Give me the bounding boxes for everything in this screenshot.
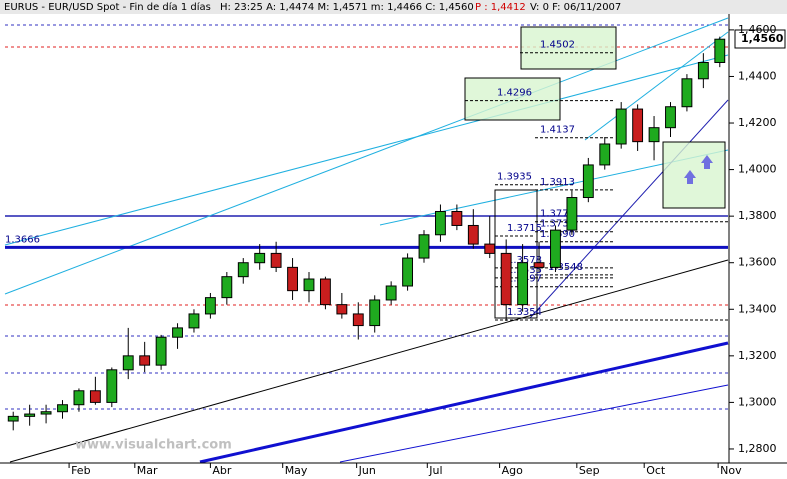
candle-body xyxy=(467,224,479,245)
candle-body xyxy=(582,164,594,199)
y-tick-label: 1,3400 xyxy=(738,302,777,315)
header-fields: H: 23:25 A: 1,4474 M: 1,4571 m: 1,4466 C… xyxy=(220,2,474,13)
y-tick-label: 1,3800 xyxy=(738,209,777,222)
annotation-label: 1.3715 xyxy=(507,223,542,234)
annotation-label: 1.3548 xyxy=(548,262,583,273)
x-tick-label: Mar xyxy=(137,464,158,477)
trend-line xyxy=(529,99,729,319)
candle-body xyxy=(24,413,36,417)
last-price-box xyxy=(734,29,786,49)
header-symbol: EURUS - EUR/USD Spot - Fin de día 1 días xyxy=(4,1,211,13)
annotation-label: 1.4296 xyxy=(497,88,532,99)
candle-body xyxy=(550,229,561,268)
candle-body xyxy=(89,390,101,403)
x-tick-label: Jun xyxy=(358,464,376,477)
x-tick-label: Jul xyxy=(428,464,442,477)
annotation-label: 1.3578 xyxy=(507,255,542,266)
candle-body xyxy=(172,327,183,338)
candle-body xyxy=(517,262,529,306)
trend-line xyxy=(4,54,729,246)
candle-body xyxy=(533,262,545,268)
candle-body xyxy=(139,355,151,366)
candle-body xyxy=(435,210,446,236)
annotation-label: 1.3733 xyxy=(540,219,575,230)
candle-body xyxy=(188,313,200,329)
candle-body xyxy=(221,276,233,299)
annotation-label: 1.3935 xyxy=(497,172,532,183)
zone-box xyxy=(464,77,561,121)
candle-body xyxy=(319,278,331,306)
x-tick-label: May xyxy=(285,464,308,477)
candle-body xyxy=(57,404,68,413)
candle-body xyxy=(418,234,430,259)
candle-body xyxy=(155,336,167,366)
x-tick-label: Nov xyxy=(720,464,742,477)
y-tick-label: 1,4400 xyxy=(738,69,777,82)
trend-line xyxy=(199,341,729,464)
candle-body xyxy=(287,266,298,292)
annotation-label: 1.3354 xyxy=(507,307,542,318)
candle-body xyxy=(714,38,726,63)
candle-body xyxy=(665,106,676,129)
y-tick-label: 1,3200 xyxy=(738,349,777,362)
candle-body xyxy=(632,108,644,143)
candle-body xyxy=(402,257,414,287)
y-tick-label: 1,3000 xyxy=(738,395,777,408)
candle-body xyxy=(303,278,315,292)
candle-body xyxy=(40,411,52,415)
candle-body xyxy=(648,127,660,143)
candle-body xyxy=(106,369,118,403)
x-tick-label: Sep xyxy=(579,464,600,477)
candle-body xyxy=(73,390,85,406)
candle-body xyxy=(599,143,611,166)
zone-box xyxy=(520,26,617,70)
candle-body xyxy=(615,108,627,145)
arrow-icon xyxy=(684,155,713,184)
header-bar xyxy=(0,0,787,14)
x-tick-label: Abr xyxy=(212,464,232,477)
candle-body xyxy=(204,297,216,315)
zone-box xyxy=(494,189,538,319)
trend-line xyxy=(584,31,729,141)
candle-body xyxy=(484,243,496,254)
y-tick-label: 1,4600 xyxy=(738,23,777,36)
annotation-label: 1.4137 xyxy=(540,125,575,136)
candle-body xyxy=(336,304,348,315)
trend-line xyxy=(9,259,729,463)
y-tick-label: 1,3600 xyxy=(738,256,777,269)
candle-body xyxy=(7,415,19,422)
candle-body xyxy=(254,252,266,264)
annotation-label: 1.3776 xyxy=(540,209,575,220)
candle-body xyxy=(270,252,282,268)
annotation-label: 1.4502 xyxy=(540,40,575,51)
x-tick-label: Feb xyxy=(71,464,90,477)
annotation-label: 1.3666 xyxy=(5,234,40,245)
candle-body xyxy=(566,197,578,231)
x-tick-label: Ago xyxy=(502,464,524,477)
candle-body xyxy=(369,299,381,327)
watermark: www.visualchart.com xyxy=(75,438,232,453)
candle-body xyxy=(697,61,709,80)
candle-body xyxy=(385,285,397,301)
candle-body xyxy=(681,78,693,108)
candle-body xyxy=(451,210,463,226)
last-price-label: 1,4560 xyxy=(741,32,784,45)
trend-line xyxy=(339,384,729,463)
annotation-label: 1.3913 xyxy=(540,177,575,188)
header-previous: P : 1,4412 xyxy=(475,2,526,13)
y-tick-label: 1,4200 xyxy=(738,116,777,129)
x-tick-label: Oct xyxy=(646,464,666,477)
candle-body xyxy=(237,262,249,278)
y-tick-label: 1,4000 xyxy=(738,163,777,176)
zone-box xyxy=(662,141,726,209)
candle-body xyxy=(122,355,134,371)
y-tick-label: 1,2800 xyxy=(738,442,777,455)
candle-body xyxy=(500,252,512,306)
candle-body xyxy=(352,313,364,327)
header-tail: V: 0 F: 06/11/2007 xyxy=(530,2,621,13)
